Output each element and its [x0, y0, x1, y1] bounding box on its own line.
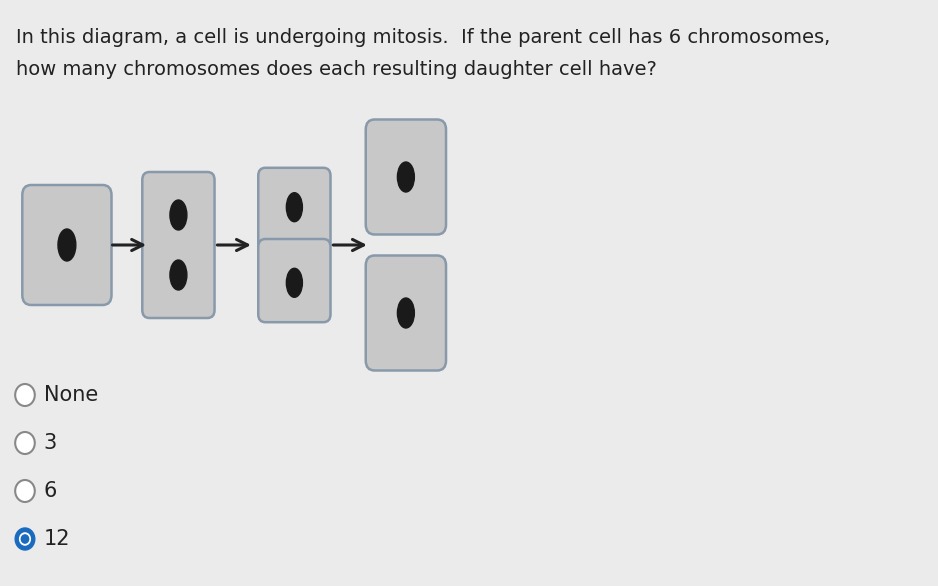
Ellipse shape: [22, 535, 29, 543]
Ellipse shape: [58, 229, 76, 261]
Ellipse shape: [286, 268, 302, 297]
Text: In this diagram, a cell is undergoing mitosis.  If the parent cell has 6 chromos: In this diagram, a cell is undergoing mi…: [16, 28, 830, 47]
FancyBboxPatch shape: [143, 172, 215, 318]
Ellipse shape: [15, 480, 35, 502]
Ellipse shape: [286, 193, 302, 222]
Ellipse shape: [15, 384, 35, 406]
Text: 12: 12: [44, 529, 70, 549]
Text: 6: 6: [44, 481, 57, 501]
FancyBboxPatch shape: [258, 239, 330, 322]
FancyBboxPatch shape: [366, 120, 446, 234]
Ellipse shape: [20, 533, 30, 545]
Text: None: None: [44, 385, 98, 405]
Ellipse shape: [170, 200, 187, 230]
FancyBboxPatch shape: [258, 168, 330, 251]
Text: how many chromosomes does each resulting daughter cell have?: how many chromosomes does each resulting…: [16, 60, 657, 79]
FancyBboxPatch shape: [23, 185, 112, 305]
FancyBboxPatch shape: [366, 255, 446, 370]
Ellipse shape: [398, 162, 415, 192]
Ellipse shape: [170, 260, 187, 290]
Ellipse shape: [15, 432, 35, 454]
Ellipse shape: [398, 298, 415, 328]
Text: 3: 3: [44, 433, 57, 453]
Ellipse shape: [15, 528, 35, 550]
